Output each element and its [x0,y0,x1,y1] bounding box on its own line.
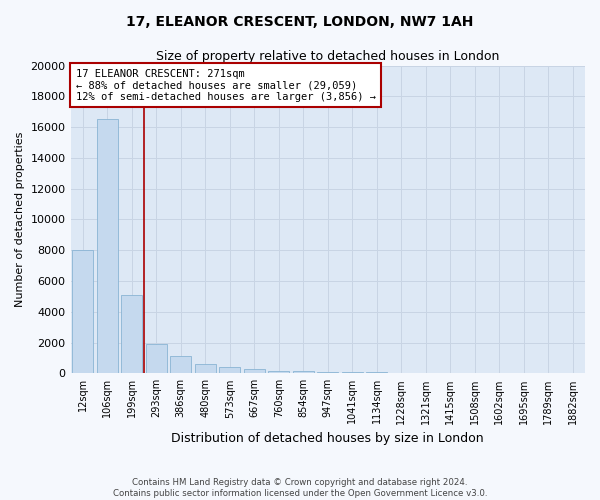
Bar [464,373,485,374]
Bar [97,120,118,374]
Bar [317,372,338,374]
Text: 17, ELEANOR CRESCENT, LONDON, NW7 1AH: 17, ELEANOR CRESCENT, LONDON, NW7 1AH [127,15,473,29]
Bar [342,372,362,374]
Text: Contains HM Land Registry data © Crown copyright and database right 2024.
Contai: Contains HM Land Registry data © Crown c… [113,478,487,498]
Text: 17 ELEANOR CRESCENT: 271sqm
← 88% of detached houses are smaller (29,059)
12% of: 17 ELEANOR CRESCENT: 271sqm ← 88% of det… [76,68,376,102]
Bar [73,250,93,374]
Bar [391,372,412,374]
Bar [121,295,142,374]
Bar [244,369,265,374]
Bar [146,344,167,374]
Bar [293,372,314,374]
Bar [415,372,436,374]
X-axis label: Distribution of detached houses by size in London: Distribution of detached houses by size … [172,432,484,445]
Bar [195,364,215,374]
Bar [440,372,461,374]
Title: Size of property relative to detached houses in London: Size of property relative to detached ho… [156,50,499,63]
Bar [170,356,191,374]
Bar [268,370,289,374]
Bar [367,372,387,374]
Bar [220,367,240,374]
Y-axis label: Number of detached properties: Number of detached properties [15,132,25,307]
